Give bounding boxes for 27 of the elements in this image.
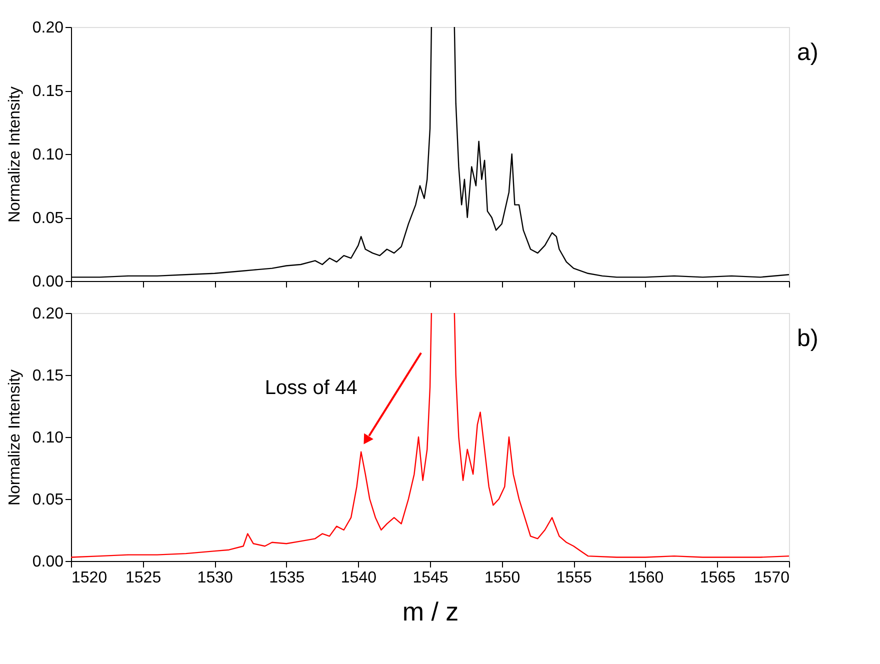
x-tick-label: 1555 bbox=[556, 570, 592, 586]
y-axis-title: Normalize Intensity bbox=[6, 369, 24, 506]
y-tick-label: 0.10 bbox=[32, 430, 64, 446]
x-tick-label: 1535 bbox=[269, 570, 305, 586]
x-tick-label: 1530 bbox=[197, 570, 233, 586]
x-tick-label: 1520 bbox=[72, 570, 108, 586]
y-tick-label: 0.15 bbox=[32, 368, 64, 384]
x-axis-title: m / z bbox=[402, 596, 459, 626]
x-tick-label: 1540 bbox=[340, 570, 377, 586]
x-tick-label: 1550 bbox=[484, 570, 520, 586]
text: b) bbox=[797, 325, 818, 352]
text: a) bbox=[797, 39, 818, 66]
y-tick-label: 0.15 bbox=[32, 83, 64, 100]
x-tick-label: 1545 bbox=[412, 570, 448, 586]
annotation: Loss of 44 bbox=[264, 376, 358, 399]
y-tick-label: 0.00 bbox=[32, 554, 64, 570]
y-tick-label: 0.05 bbox=[32, 210, 64, 227]
y-tick-label: 0.10 bbox=[32, 146, 64, 164]
x-tick-label: 1560 bbox=[628, 570, 664, 586]
y-tick-label: 0.00 bbox=[32, 274, 64, 290]
y-tick-label: 0.05 bbox=[32, 492, 64, 508]
x-tick-label: 1570 bbox=[754, 570, 790, 586]
x-tick-label: 1565 bbox=[700, 570, 736, 586]
x-tick-label: 1525 bbox=[126, 570, 162, 586]
y-tick-label: 0.20 bbox=[32, 20, 64, 36]
y-tick-label: 0.20 bbox=[32, 306, 64, 322]
y-axis-title: Normalize Intensity bbox=[6, 86, 24, 223]
